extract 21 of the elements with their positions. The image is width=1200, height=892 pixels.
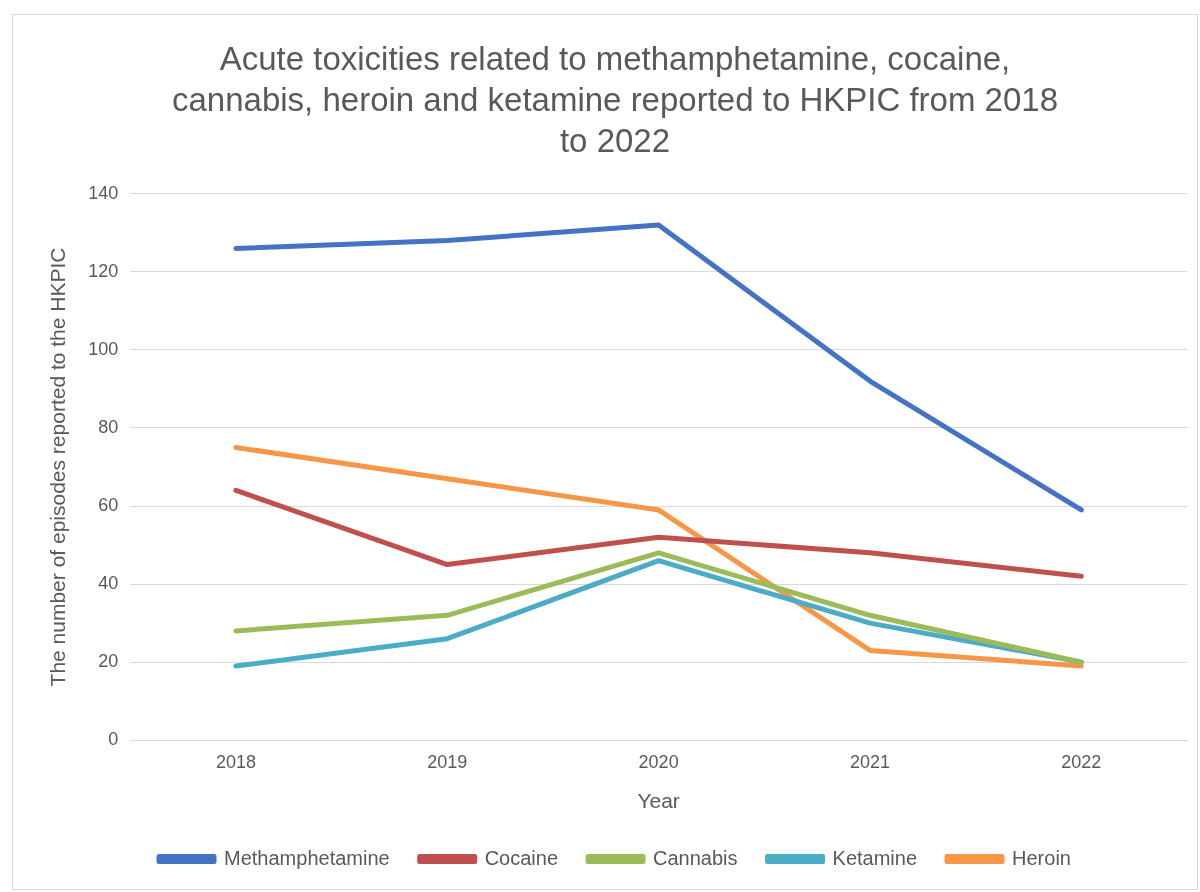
y-tick-label: 40: [98, 573, 119, 594]
legend-label: Heroin: [1012, 846, 1071, 869]
y-tick-label: 0: [108, 729, 119, 750]
x-tick-label: 2022: [1061, 751, 1102, 772]
y-tick-label: 20: [98, 651, 119, 672]
legend-label: Cannabis: [653, 846, 738, 869]
legend-label: Methamphetamine: [224, 846, 390, 869]
y-axis-title: The number of episodes reported to the HKPIC: [46, 247, 70, 687]
x-axis-title: Year: [637, 789, 680, 813]
x-tick-label: 2020: [638, 751, 679, 772]
x-tick-label: 2019: [427, 751, 468, 772]
legend-label: Ketamine: [832, 846, 918, 869]
chart-title: Acute toxicities related to methamphetamine, cocaine, cannabis, heroin and ketamine reported to HKPIC from 2018 to 2022: [171, 39, 1059, 160]
x-tick-label: 2021: [849, 751, 890, 772]
y-tick-label: 100: [88, 338, 119, 359]
y-tick-label: 140: [88, 182, 119, 203]
legend-label: Cocaine: [484, 846, 559, 869]
y-tick-label: 60: [98, 494, 119, 515]
y-tick-label: 120: [88, 260, 119, 281]
x-tick-label: 2018: [215, 751, 256, 772]
y-tick-label: 80: [98, 416, 119, 437]
